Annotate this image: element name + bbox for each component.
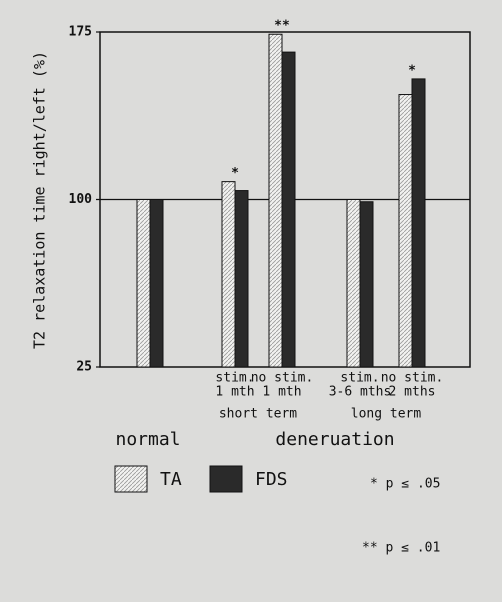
x-tick-label: no stim. (251, 371, 314, 386)
bar (268, 33, 283, 368)
significance-mark: * (408, 63, 416, 78)
significance-note: * p ≤ .05 (370, 477, 440, 492)
bar (234, 190, 249, 368)
bar (359, 201, 374, 368)
significance-mark: ** (274, 19, 290, 34)
y-tick-label: 175 (69, 25, 92, 40)
y-axis-label: T2 relaxation time right/left (%) (31, 51, 49, 349)
x-tick-label: 1 mth (262, 385, 301, 400)
bar (136, 199, 151, 368)
significance-mark: * (231, 166, 239, 181)
x-tick-label: stim. (340, 371, 379, 386)
bar (346, 199, 361, 368)
legend-label: TA (160, 469, 182, 490)
legend-swatch (114, 465, 148, 493)
bar (398, 94, 413, 368)
y-tick-label: 100 (69, 192, 93, 207)
group-label: long term (351, 407, 422, 422)
x-tick-label: no stim. (381, 371, 444, 386)
group-label: short term (219, 407, 297, 422)
bar (149, 199, 164, 368)
legend-label: FDS (255, 469, 288, 490)
x-tick-label: 1 mth (215, 385, 254, 400)
major-group-label: normal (115, 429, 180, 450)
bar (281, 51, 296, 368)
x-tick-label: 2 mths (389, 385, 436, 400)
bar (221, 181, 236, 368)
significance-note: ** p ≤ .01 (362, 541, 440, 556)
x-tick-label: 3-6 mths (329, 385, 392, 400)
x-tick-label: stim. (215, 371, 254, 386)
major-group-label: deneruation (275, 429, 394, 450)
y-tick-label: 25 (76, 360, 92, 375)
bar (411, 78, 426, 368)
legend-swatch (209, 465, 243, 493)
